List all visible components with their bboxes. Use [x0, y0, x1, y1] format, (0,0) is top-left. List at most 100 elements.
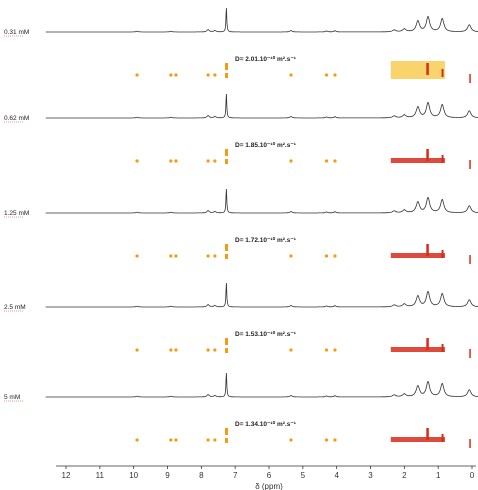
x-tick-label: 5 [301, 471, 306, 480]
dosy-peak [169, 254, 173, 258]
dosy-peak [135, 73, 139, 77]
x-tick-label: 3 [368, 471, 373, 480]
dosy-peak [135, 254, 139, 258]
dosy-peak [333, 348, 337, 352]
dosy-peak [135, 438, 139, 442]
dosy-peak [174, 159, 178, 163]
x-tick-label: 9 [165, 471, 170, 480]
x-axis-label: δ (ppm) [255, 482, 283, 490]
dosy-solvent-peak [225, 159, 229, 164]
x-tick-label: 10 [129, 471, 138, 480]
dosy-peak [213, 348, 217, 352]
dosy-aliphatic-cluster [390, 347, 445, 352]
concentration-label: 0.62 mM [4, 115, 29, 122]
dosy-peak [206, 159, 210, 163]
dosy-peak [174, 73, 178, 77]
dosy-aliphatic-peak [441, 250, 444, 258]
dosy-solvent-peak [225, 338, 229, 345]
dosy-solvent-peak [225, 254, 229, 259]
diffusion-coefficient-label: D= 1.72.10⁻¹⁰ m².s⁻¹ [235, 236, 296, 244]
dosy-tms-peak [469, 160, 471, 169]
x-tick-label: 12 [62, 471, 71, 480]
spectrum-line [45, 7, 478, 33]
dosy-aliphatic-cluster [390, 61, 445, 79]
x-tick-label: 7 [233, 471, 238, 480]
x-tick-label: 11 [96, 471, 105, 480]
spectrum-line [45, 282, 478, 308]
x-tick-label: 2 [402, 471, 407, 480]
dosy-solvent-peak [225, 244, 229, 251]
x-tick-label: 0 [470, 471, 475, 480]
x-tick-label: 4 [334, 471, 339, 480]
concentration-label: 2.5 mM [4, 304, 26, 311]
dosy-peak [174, 438, 178, 442]
concentration-label: 1.25 mM [4, 210, 29, 217]
dosy-peak [206, 73, 210, 77]
dosy-peak [333, 73, 337, 77]
dosy-peak [174, 348, 178, 352]
dosy-peak [289, 254, 293, 258]
dosy-peak [324, 438, 329, 442]
dosy-aliphatic-peak [426, 149, 429, 161]
dosy-aliphatic-peak [426, 428, 429, 440]
dosy-peak [213, 438, 217, 442]
dosy-peak [333, 159, 337, 163]
dosy-aliphatic-peak [441, 344, 444, 352]
dosy-peak [324, 159, 329, 163]
x-axis: 12 11 10 9 8 7 6 5 4 3 2 1 0δ (ppm) [56, 465, 476, 490]
dosy-solvent-peak [225, 149, 229, 156]
dosy-aliphatic-peak [426, 338, 429, 350]
dosy-solvent-peak [225, 428, 229, 435]
dosy-peak [169, 159, 173, 163]
spectrum-line [45, 188, 478, 214]
dosy-peak [206, 438, 210, 442]
dosy-solvent-peak [225, 438, 229, 443]
concentration-label: 5 mM [4, 394, 20, 401]
dosy-peak [324, 348, 329, 352]
diffusion-coefficient-label: D= 1.34.10⁻¹⁰ m².s⁻¹ [235, 420, 296, 428]
dosy-peak [324, 254, 329, 258]
dosy-peak [169, 438, 173, 442]
concentration-label: 0.31 mM [4, 29, 29, 36]
dosy-solvent-peak [225, 73, 229, 78]
dosy-tms-peak [469, 255, 471, 264]
dosy-peak [206, 254, 210, 258]
dosy-peak [174, 254, 178, 258]
dosy-tms-peak [469, 74, 471, 83]
dosy-aliphatic-cluster [390, 158, 445, 163]
dosy-tms-peak [469, 349, 471, 358]
diffusion-coefficient-label: D= 1.85.10⁻¹⁰ m².s⁻¹ [235, 141, 296, 149]
dosy-peak [324, 73, 329, 77]
dosy-peak [135, 348, 139, 352]
dosy-layer [135, 61, 471, 448]
spectrum-line [45, 372, 478, 398]
dosy-tms-peak [469, 439, 471, 448]
dosy-peak [289, 73, 293, 77]
dosy-peak [289, 348, 293, 352]
dosy-aliphatic-peak [441, 69, 444, 77]
x-tick-label: 1 [436, 471, 441, 480]
spectrum-line [45, 93, 478, 119]
dosy-peak [169, 348, 173, 352]
dosy-peak [206, 348, 210, 352]
labels-layer: 0.31 mM D= 2.01.10⁻¹⁰ m².s⁻¹ 0.62 mM D= 1.8… [4, 29, 296, 428]
dosy-peak [289, 438, 293, 442]
diffusion-coefficient-label: D= 2.01.10⁻¹⁰ m².s⁻¹ [235, 55, 296, 63]
dosy-peak [169, 73, 173, 77]
dosy-solvent-peak [225, 63, 229, 70]
dosy-peak [333, 438, 337, 442]
x-tick-label: 6 [267, 471, 272, 480]
dosy-peak [213, 73, 217, 77]
dosy-peak [135, 159, 139, 163]
x-tick-label: 8 [199, 471, 204, 480]
dosy-peak [289, 159, 293, 163]
dosy-aliphatic-peak [426, 244, 429, 256]
dosy-peak [213, 254, 217, 258]
dosy-aliphatic-peak [441, 434, 444, 442]
dosy-aliphatic-peak [426, 63, 429, 75]
dosy-solvent-peak [225, 348, 229, 353]
dosy-aliphatic-cluster [390, 253, 445, 258]
dosy-aliphatic-peak [441, 155, 444, 163]
dosy-peak [333, 254, 337, 258]
